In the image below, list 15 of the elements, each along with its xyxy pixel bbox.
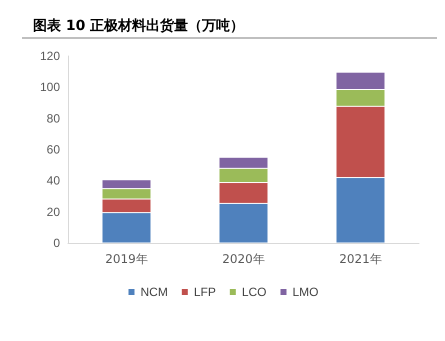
x-tick-label: 2020年	[222, 252, 265, 266]
y-tick-label: 120	[40, 49, 60, 63]
chart-title: 图表 10 正极材料出货量（万吨）	[33, 18, 244, 34]
x-tick-label: 2019年	[105, 252, 148, 266]
y-tick-label: 60	[46, 142, 60, 156]
legend-label: LFP	[194, 285, 216, 299]
y-tick-label: 40	[46, 174, 60, 188]
legend-label: LMO	[292, 285, 319, 299]
y-tick-label: 100	[40, 80, 60, 94]
legend-label: LCO	[242, 285, 267, 299]
y-tick-label: 20	[46, 204, 60, 219]
y-tick-label: 0	[53, 236, 60, 250]
legend-label: NCM	[140, 285, 168, 299]
x-tick-label: 2021年	[339, 252, 382, 266]
y-tick-label: 80	[46, 111, 60, 126]
